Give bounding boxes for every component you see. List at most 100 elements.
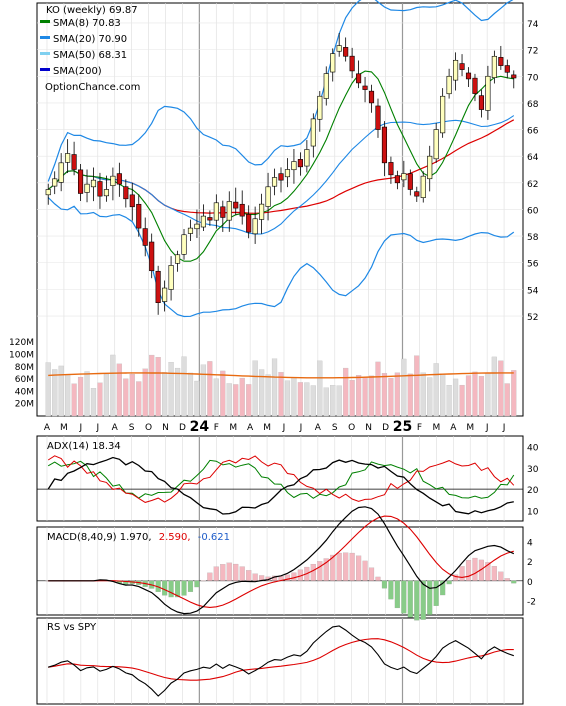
macd-hist-bar	[246, 570, 252, 581]
candle	[233, 201, 239, 209]
candle	[453, 59, 459, 81]
volume-bar	[355, 375, 362, 417]
minus-di-line	[47, 455, 515, 503]
month-label: S	[332, 423, 338, 433]
rs-layer	[48, 625, 514, 697]
macd-hist-bar	[465, 560, 472, 581]
volume-bar	[187, 372, 194, 417]
rs-title: RS vs SPY	[47, 622, 97, 633]
candle	[368, 90, 375, 104]
legend-sma20: SMA(20) 70.90	[53, 34, 127, 45]
candle	[194, 223, 200, 230]
volume-bar	[310, 385, 316, 417]
month-label: J	[299, 423, 303, 433]
candle	[45, 189, 51, 196]
volume-bar	[252, 360, 258, 417]
volume-bar	[58, 365, 64, 417]
macd-hist-bar	[453, 574, 459, 581]
adx-line	[47, 456, 514, 515]
month-label: M	[229, 423, 237, 433]
macd-label-hist: -0.621	[198, 532, 230, 543]
candle	[440, 95, 446, 134]
axis-labels: A M J J A S O N D 24 F M A M J J A S O N D 25 F M A M J J5254565860…	[9, 20, 539, 607]
bollinger-upper	[47, 0, 514, 182]
month-label: J	[79, 423, 83, 433]
macd-hist-bar	[207, 572, 213, 581]
candle	[58, 162, 64, 183]
volume-bar	[381, 373, 388, 417]
volume-bar	[97, 382, 103, 417]
volume-bar	[427, 377, 433, 417]
macd-hist-bar	[491, 566, 497, 581]
price-tick: 54	[527, 286, 539, 296]
volume-bar	[181, 356, 187, 417]
candle	[77, 169, 84, 194]
macd-hist-bar	[440, 580, 446, 596]
volume-bar	[394, 372, 400, 417]
macd-hist-bar	[323, 558, 329, 581]
candle	[142, 228, 148, 246]
macd-hist-bar	[511, 580, 517, 584]
candle	[174, 254, 181, 264]
volume-bar	[110, 354, 116, 417]
volume-bar	[258, 369, 265, 417]
candle	[504, 65, 510, 73]
macd-hist-bar	[375, 576, 381, 581]
volume-bar	[174, 367, 181, 417]
macd-tick: -2	[527, 597, 536, 607]
candle	[381, 126, 388, 164]
month-label: D	[179, 423, 186, 433]
candle	[375, 105, 381, 130]
candle	[84, 183, 90, 193]
macd-hist-bar	[407, 580, 413, 618]
candle	[414, 191, 420, 197]
month-label: 25	[393, 419, 412, 435]
candle	[284, 169, 291, 178]
candle	[511, 74, 517, 79]
macd-title: MACD(8,40,9) 1.970, 2.590, -0.621	[47, 532, 230, 543]
volume-bar	[401, 358, 407, 417]
month-label: F	[214, 423, 219, 433]
candle	[356, 73, 362, 84]
volume-bar	[168, 362, 174, 417]
macd-hist-bar	[181, 580, 187, 596]
candle	[52, 178, 58, 187]
volume-tick: 100M	[9, 350, 34, 360]
candle	[433, 129, 439, 160]
volume-bar	[103, 373, 110, 417]
legend-swatch-sma8	[40, 20, 50, 23]
candle	[207, 217, 213, 221]
candle	[271, 177, 278, 187]
volume-tick: 40M	[15, 387, 34, 397]
volume-bar	[129, 374, 135, 417]
candle	[323, 73, 329, 99]
candle	[149, 241, 155, 272]
volume-bar	[349, 379, 355, 417]
macd-hist-bar	[330, 554, 336, 581]
macd-line	[48, 506, 515, 615]
macd-hist-bar	[284, 574, 291, 581]
adx-tick: 30	[527, 465, 539, 475]
adx-panel	[36, 435, 524, 522]
volume-bar	[446, 385, 452, 417]
volume-bar	[162, 372, 168, 417]
candle	[407, 173, 413, 190]
volume-bar	[84, 371, 90, 417]
macd-hist-bar	[343, 552, 349, 581]
volume-tick: 120M	[9, 338, 34, 348]
volume-bar	[304, 382, 310, 417]
candle	[200, 215, 206, 228]
candle	[220, 206, 226, 218]
candle	[485, 75, 491, 111]
volume-bar	[433, 363, 439, 417]
macd-hist-bar	[498, 571, 504, 581]
volume-bar	[71, 383, 77, 417]
volume-bar	[149, 354, 155, 417]
macd-hist-bar	[317, 561, 323, 581]
macd-tick: 2	[527, 558, 533, 568]
adx-layer	[37, 455, 523, 515]
macd-hist-bar	[381, 580, 388, 589]
candle	[459, 63, 465, 70]
volume-bar	[271, 358, 278, 417]
